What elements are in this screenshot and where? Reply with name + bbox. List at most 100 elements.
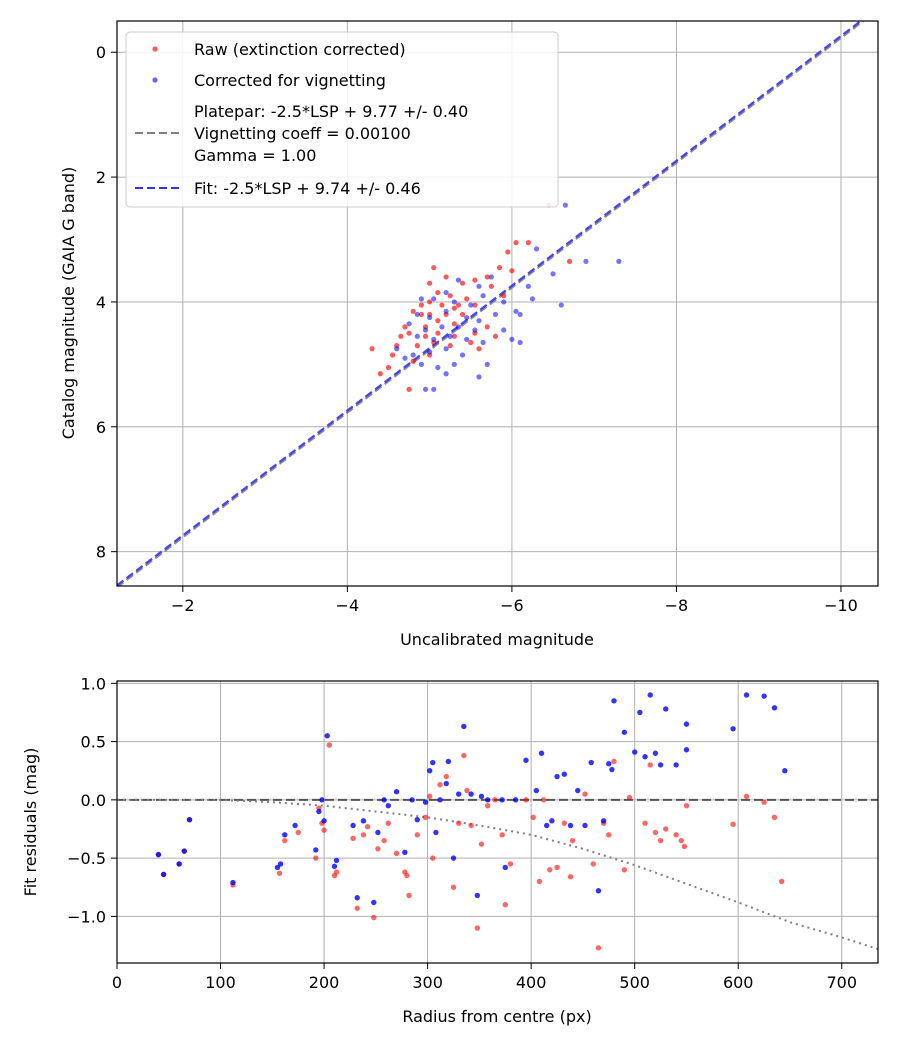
bottom-point-corrected (663, 706, 669, 712)
top-point-corrected (443, 371, 449, 377)
bottom-point-corrected (782, 768, 788, 774)
legend: Raw (extinction corrected) Corrected for… (125, 31, 559, 208)
top-x-tick-label: −10 (824, 596, 858, 615)
bottom-point-corrected (430, 759, 436, 766)
bottom-point-corrected (461, 723, 467, 730)
bottom-point-corrected (771, 705, 778, 711)
bottom-point-corrected (561, 771, 567, 777)
top-y-tick-label: 6 (96, 418, 106, 437)
bottom-point-corrected (642, 754, 648, 760)
bottom-point-raw (771, 814, 778, 821)
top-point-raw (496, 265, 503, 271)
bottom-point-corrected (324, 733, 330, 739)
bottom-point-corrected (385, 802, 391, 809)
top-axes-frame (116, 20, 879, 587)
top-ticks: −2 −4 −6 −8 −10 0 2 4 6 8 (96, 43, 858, 615)
top-point-corrected (517, 339, 523, 346)
top-x-tick-label: −2 (171, 596, 195, 615)
bottom-point-raw (567, 874, 574, 880)
bottom-x-axis-label: Radius from centre (px) (402, 1007, 591, 1026)
bottom-point-raw (743, 793, 750, 800)
top-point-corrected (422, 327, 429, 333)
bottom-point-raw (681, 843, 688, 850)
top-point-corrected (402, 355, 408, 361)
bottom-point-raw (652, 829, 659, 836)
bottom-point-corrected (450, 855, 457, 861)
bottom-point-corrected (657, 762, 664, 768)
bottom-point-corrected (543, 822, 550, 829)
top-point-corrected (509, 336, 515, 342)
top-point-raw (443, 274, 449, 280)
bottom-point-raw (282, 837, 288, 844)
legend-marker-raw (152, 46, 158, 52)
top-point-raw (427, 299, 433, 305)
top-x-tick-label: −4 (336, 596, 360, 615)
bottom-point-corrected (484, 797, 491, 803)
top-point-corrected (459, 352, 466, 358)
bottom-x-tick-label: 600 (723, 973, 754, 992)
bottom-point-corrected (588, 759, 594, 766)
bottom-point-raw (295, 829, 301, 836)
bottom-point-corrected (321, 818, 327, 824)
bottom-x-tick-label: 300 (412, 973, 443, 992)
bottom-point-raw (590, 861, 596, 867)
top-point-corrected (427, 349, 433, 355)
bottom-point-corrected (575, 787, 581, 794)
bottom-point-raw (536, 878, 543, 885)
bottom-point-raw (678, 837, 684, 844)
bottom-point-raw (381, 837, 387, 844)
bottom-point-raw (371, 914, 377, 921)
top-points (369, 202, 622, 392)
bottom-point-corrected (445, 758, 452, 765)
legend-label-platepar-line1: Platepar: -2.5*LSP + 9.77 +/- 0.40 (194, 102, 468, 121)
bottom-point-raw (437, 782, 443, 788)
bottom-y-tick-label: −0.5 (67, 849, 106, 868)
bottom-point-corrected (274, 864, 281, 871)
bottom-axes-frame (116, 680, 879, 964)
bottom-point-raw (422, 814, 429, 821)
top-point-corrected (472, 327, 478, 333)
top-point-raw (402, 324, 408, 330)
top-y-tick-label: 8 (96, 543, 106, 562)
bottom-point-raw (406, 892, 412, 899)
bottom-point-corrected (647, 692, 653, 698)
top-point-corrected (476, 374, 482, 380)
bottom-point-corrected (538, 750, 545, 756)
bottom-point-raw (554, 864, 560, 871)
bottom-point-corrected (155, 851, 162, 858)
bottom-point-corrected (292, 822, 298, 829)
bottom-y-axis-label: Fit residuals (mag) (21, 748, 40, 897)
bottom-point-raw (354, 905, 360, 911)
bottom-x-tick-label: 200 (309, 973, 340, 992)
top-point-corrected (414, 311, 420, 318)
top-y-tick-label: 2 (96, 168, 106, 187)
top-x-tick-label: −8 (665, 596, 689, 615)
top-point-raw (427, 280, 433, 286)
bottom-point-corrected (181, 848, 187, 854)
bottom-x-tick-label: 500 (619, 973, 650, 992)
bottom-point-corrected (611, 698, 617, 704)
top-y-tick-label: 0 (96, 43, 106, 62)
bottom-point-corrected (637, 709, 643, 716)
top-point-raw (385, 364, 392, 371)
legend-label-platepar-line2: Vignetting coeff = 0.00100 (194, 124, 411, 143)
top-point-corrected (616, 258, 622, 264)
top-point-corrected (550, 271, 556, 277)
top-point-corrected (529, 296, 536, 302)
bottom-point-corrected (499, 797, 505, 803)
top-point-raw (406, 330, 412, 336)
bottom-point-raw (502, 902, 508, 908)
bottom-point-corrected (402, 849, 408, 855)
bottom-point-raw (468, 822, 474, 829)
legend-label-raw: Raw (extinction corrected) (194, 40, 406, 59)
top-point-raw (492, 333, 499, 339)
bottom-point-raw (547, 867, 553, 873)
top-point-raw (369, 346, 375, 352)
top-point-corrected (480, 293, 486, 299)
top-point-corrected (422, 386, 429, 392)
top-point-corrected (476, 318, 482, 324)
bottom-point-corrected (606, 761, 612, 767)
bottom-point-raw (360, 832, 367, 838)
bottom-point-raw (499, 832, 505, 838)
